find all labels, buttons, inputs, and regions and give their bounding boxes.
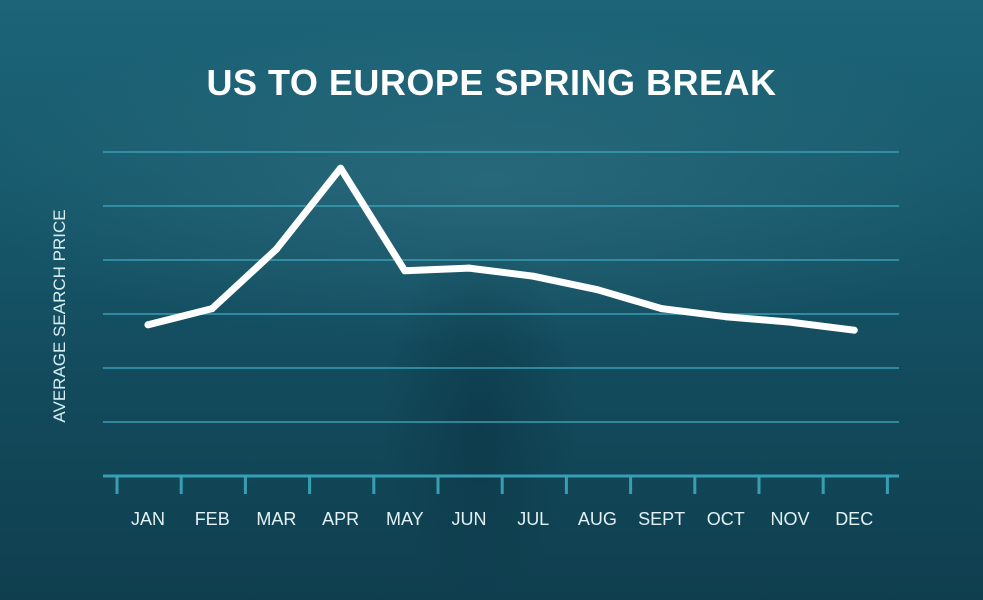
data-point [850,326,858,334]
x-tick-label: MAR [256,509,296,529]
data-point [658,305,666,313]
gridlines [103,151,899,478]
x-tick-label: DEC [835,509,873,529]
x-axis [115,476,889,494]
x-tick-label: NOV [770,509,809,529]
data-point [786,318,794,326]
data-series [144,164,858,334]
x-tick-label: AUG [578,509,617,529]
x-tick-label: OCT [707,509,745,529]
x-tick-label: JUN [452,509,487,529]
x-tick-label: SEPT [638,509,685,529]
data-point [272,245,280,253]
data-point [144,321,152,329]
data-point [208,305,216,313]
x-tick-label: JAN [131,509,165,529]
x-tick-label: JUL [517,509,549,529]
data-point [337,164,345,172]
x-tick-label: APR [322,509,359,529]
data-point [529,272,537,280]
data-point [401,267,409,275]
x-tick-labels: JAN FEB MAR APR MAY JUN JUL AUG SEPT OCT NOV DEC [131,509,873,529]
data-point [465,264,473,272]
x-tick-label: FEB [195,509,230,529]
data-point [593,286,601,294]
data-point [722,313,730,321]
x-tick-label: MAY [386,509,424,529]
chart-title: US TO EUROPE SPRING BREAK [206,62,777,103]
series-line [144,164,858,334]
